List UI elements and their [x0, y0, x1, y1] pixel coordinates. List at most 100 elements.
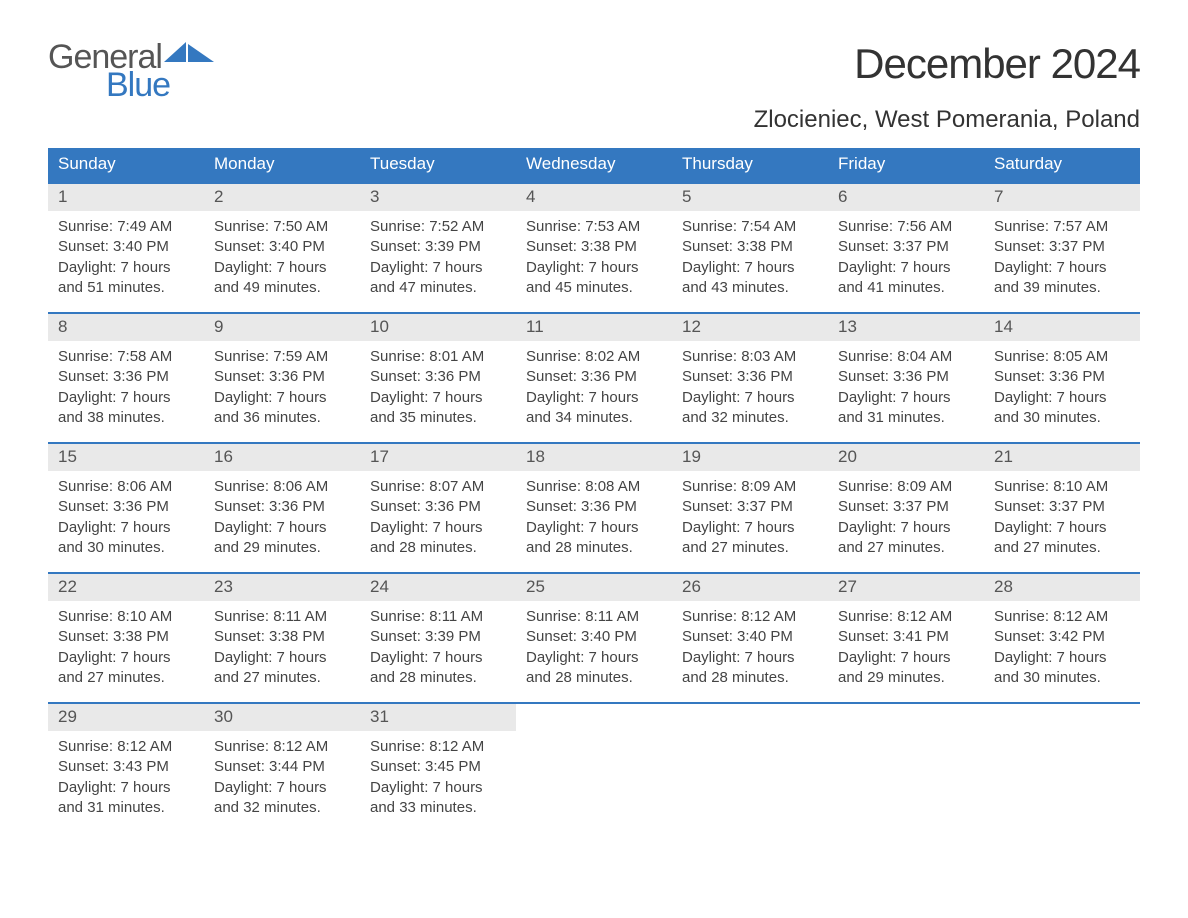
day-number: 4: [516, 184, 672, 211]
day-details: Sunrise: 8:11 AMSunset: 3:39 PMDaylight:…: [360, 601, 516, 688]
sunrise-line: Sunrise: 8:11 AM: [214, 607, 350, 627]
sunrise-line: Sunrise: 8:02 AM: [526, 347, 662, 367]
day-details: Sunrise: 7:58 AMSunset: 3:36 PMDaylight:…: [48, 341, 204, 428]
sunrise-line: Sunrise: 8:12 AM: [838, 607, 974, 627]
sunrise-line: Sunrise: 8:11 AM: [370, 607, 506, 627]
sunrise-line: Sunrise: 8:10 AM: [994, 477, 1130, 497]
page-title: December 2024: [754, 40, 1140, 88]
calendar-table: SundayMondayTuesdayWednesdayThursdayFrid…: [48, 148, 1140, 832]
daylight-line: Daylight: 7 hours and 38 minutes.: [58, 388, 194, 429]
weekday-header: Tuesday: [360, 148, 516, 183]
day-number: 12: [672, 314, 828, 341]
day-details: Sunrise: 8:06 AMSunset: 3:36 PMDaylight:…: [48, 471, 204, 558]
day-number: 22: [48, 574, 204, 601]
sunrise-line: Sunrise: 8:05 AM: [994, 347, 1130, 367]
daylight-line: Daylight: 7 hours and 41 minutes.: [838, 258, 974, 299]
day-number: 15: [48, 444, 204, 471]
sunset-line: Sunset: 3:40 PM: [682, 627, 818, 647]
day-details: Sunrise: 7:50 AMSunset: 3:40 PMDaylight:…: [204, 211, 360, 298]
day-details: Sunrise: 7:54 AMSunset: 3:38 PMDaylight:…: [672, 211, 828, 298]
daylight-line: Daylight: 7 hours and 27 minutes.: [994, 518, 1130, 559]
day-number: 2: [204, 184, 360, 211]
calendar-cell: 6Sunrise: 7:56 AMSunset: 3:37 PMDaylight…: [828, 183, 984, 313]
daylight-line: Daylight: 7 hours and 31 minutes.: [838, 388, 974, 429]
weekday-header: Thursday: [672, 148, 828, 183]
calendar-cell: 8Sunrise: 7:58 AMSunset: 3:36 PMDaylight…: [48, 313, 204, 443]
day-number: 14: [984, 314, 1140, 341]
daylight-line: Daylight: 7 hours and 28 minutes.: [682, 648, 818, 689]
calendar-body: 1Sunrise: 7:49 AMSunset: 3:40 PMDaylight…: [48, 183, 1140, 832]
daylight-line: Daylight: 7 hours and 28 minutes.: [370, 518, 506, 559]
daylight-line: Daylight: 7 hours and 27 minutes.: [214, 648, 350, 689]
location-subtitle: Zlocieniec, West Pomerania, Poland: [754, 106, 1140, 134]
sunset-line: Sunset: 3:43 PM: [58, 757, 194, 777]
daylight-line: Daylight: 7 hours and 31 minutes.: [58, 778, 194, 819]
daylight-line: Daylight: 7 hours and 28 minutes.: [526, 648, 662, 689]
daylight-line: Daylight: 7 hours and 33 minutes.: [370, 778, 506, 819]
day-number: 27: [828, 574, 984, 601]
daylight-line: Daylight: 7 hours and 49 minutes.: [214, 258, 350, 299]
header: General Blue December 2024 Zlocieniec, W…: [48, 40, 1140, 134]
day-details: Sunrise: 8:06 AMSunset: 3:36 PMDaylight:…: [204, 471, 360, 558]
calendar-header-row: SundayMondayTuesdayWednesdayThursdayFrid…: [48, 148, 1140, 183]
day-number: 28: [984, 574, 1140, 601]
sunset-line: Sunset: 3:41 PM: [838, 627, 974, 647]
sunrise-line: Sunrise: 8:08 AM: [526, 477, 662, 497]
day-number: 18: [516, 444, 672, 471]
weekday-header: Saturday: [984, 148, 1140, 183]
calendar-cell: 15Sunrise: 8:06 AMSunset: 3:36 PMDayligh…: [48, 443, 204, 573]
calendar-cell: 22Sunrise: 8:10 AMSunset: 3:38 PMDayligh…: [48, 573, 204, 703]
calendar-cell: 9Sunrise: 7:59 AMSunset: 3:36 PMDaylight…: [204, 313, 360, 443]
calendar-cell: 26 Sunrise: 8:12 AMSunset: 3:40 PMDayligh…: [672, 573, 828, 703]
sunset-line: Sunset: 3:37 PM: [838, 237, 974, 257]
day-details: Sunrise: 8:12 AMSunset: 3:42 PMDaylight:…: [984, 601, 1140, 688]
sunset-line: Sunset: 3:44 PM: [214, 757, 350, 777]
sunrise-line: Sunrise: 8:09 AM: [682, 477, 818, 497]
daylight-line: Daylight: 7 hours and 39 minutes.: [994, 258, 1130, 299]
day-number: 5: [672, 184, 828, 211]
day-number: 11: [516, 314, 672, 341]
day-details: Sunrise: 8:10 AMSunset: 3:38 PMDaylight:…: [48, 601, 204, 688]
day-number: 6: [828, 184, 984, 211]
calendar-cell: 24Sunrise: 8:11 AMSunset: 3:39 PMDayligh…: [360, 573, 516, 703]
calendar-cell: 1Sunrise: 7:49 AMSunset: 3:40 PMDaylight…: [48, 183, 204, 313]
day-details: Sunrise: 8:12 AMSunset: 3:44 PMDaylight:…: [204, 731, 360, 818]
calendar-cell: 25Sunrise: 8:11 AMSunset: 3:40 PMDayligh…: [516, 573, 672, 703]
sunset-line: Sunset: 3:38 PM: [58, 627, 194, 647]
sunrise-line: Sunrise: 8:12 AM: [994, 607, 1130, 627]
sunset-line: Sunset: 3:36 PM: [526, 497, 662, 517]
calendar-cell: 21Sunrise: 8:10 AMSunset: 3:37 PMDayligh…: [984, 443, 1140, 573]
sunset-line: Sunset: 3:36 PM: [370, 367, 506, 387]
day-details: Sunrise: 7:59 AMSunset: 3:36 PMDaylight:…: [204, 341, 360, 428]
day-number: 23: [204, 574, 360, 601]
sunset-line: Sunset: 3:36 PM: [370, 497, 506, 517]
calendar-cell: 11Sunrise: 8:02 AMSunset: 3:36 PMDayligh…: [516, 313, 672, 443]
calendar-cell: ..: [828, 703, 984, 832]
day-details: Sunrise: 8:02 AMSunset: 3:36 PMDaylight:…: [516, 341, 672, 428]
day-number: 19: [672, 444, 828, 471]
sunset-line: Sunset: 3:45 PM: [370, 757, 506, 777]
day-details: Sunrise: 8:03 AMSunset: 3:36 PMDaylight:…: [672, 341, 828, 428]
day-number: 21: [984, 444, 1140, 471]
calendar-cell: 31Sunrise: 8:12 AMSunset: 3:45 PMDayligh…: [360, 703, 516, 832]
sunset-line: Sunset: 3:39 PM: [370, 627, 506, 647]
daylight-line: Daylight: 7 hours and 30 minutes.: [58, 518, 194, 559]
sunset-line: Sunset: 3:36 PM: [214, 367, 350, 387]
sunrise-line: Sunrise: 8:12 AM: [682, 607, 818, 627]
weekday-header: Friday: [828, 148, 984, 183]
day-details: Sunrise: 8:12 AMSunset: 3:43 PMDaylight:…: [48, 731, 204, 818]
daylight-line: Daylight: 7 hours and 29 minutes.: [838, 648, 974, 689]
calendar-cell: ..: [672, 703, 828, 832]
day-details: Sunrise: 8:11 AMSunset: 3:38 PMDaylight:…: [204, 601, 360, 688]
sunset-line: Sunset: 3:38 PM: [682, 237, 818, 257]
daylight-line: Daylight: 7 hours and 27 minutes.: [58, 648, 194, 689]
sunrise-line: Sunrise: 8:03 AM: [682, 347, 818, 367]
sunset-line: Sunset: 3:36 PM: [994, 367, 1130, 387]
day-number: 7: [984, 184, 1140, 211]
sunrise-line: Sunrise: 8:12 AM: [58, 737, 194, 757]
calendar-cell: 13Sunrise: 8:04 AMSunset: 3:36 PMDayligh…: [828, 313, 984, 443]
daylight-line: Daylight: 7 hours and 29 minutes.: [214, 518, 350, 559]
daylight-line: Daylight: 7 hours and 32 minutes.: [214, 778, 350, 819]
day-number: 26: [672, 574, 828, 601]
sunset-line: Sunset: 3:36 PM: [214, 497, 350, 517]
